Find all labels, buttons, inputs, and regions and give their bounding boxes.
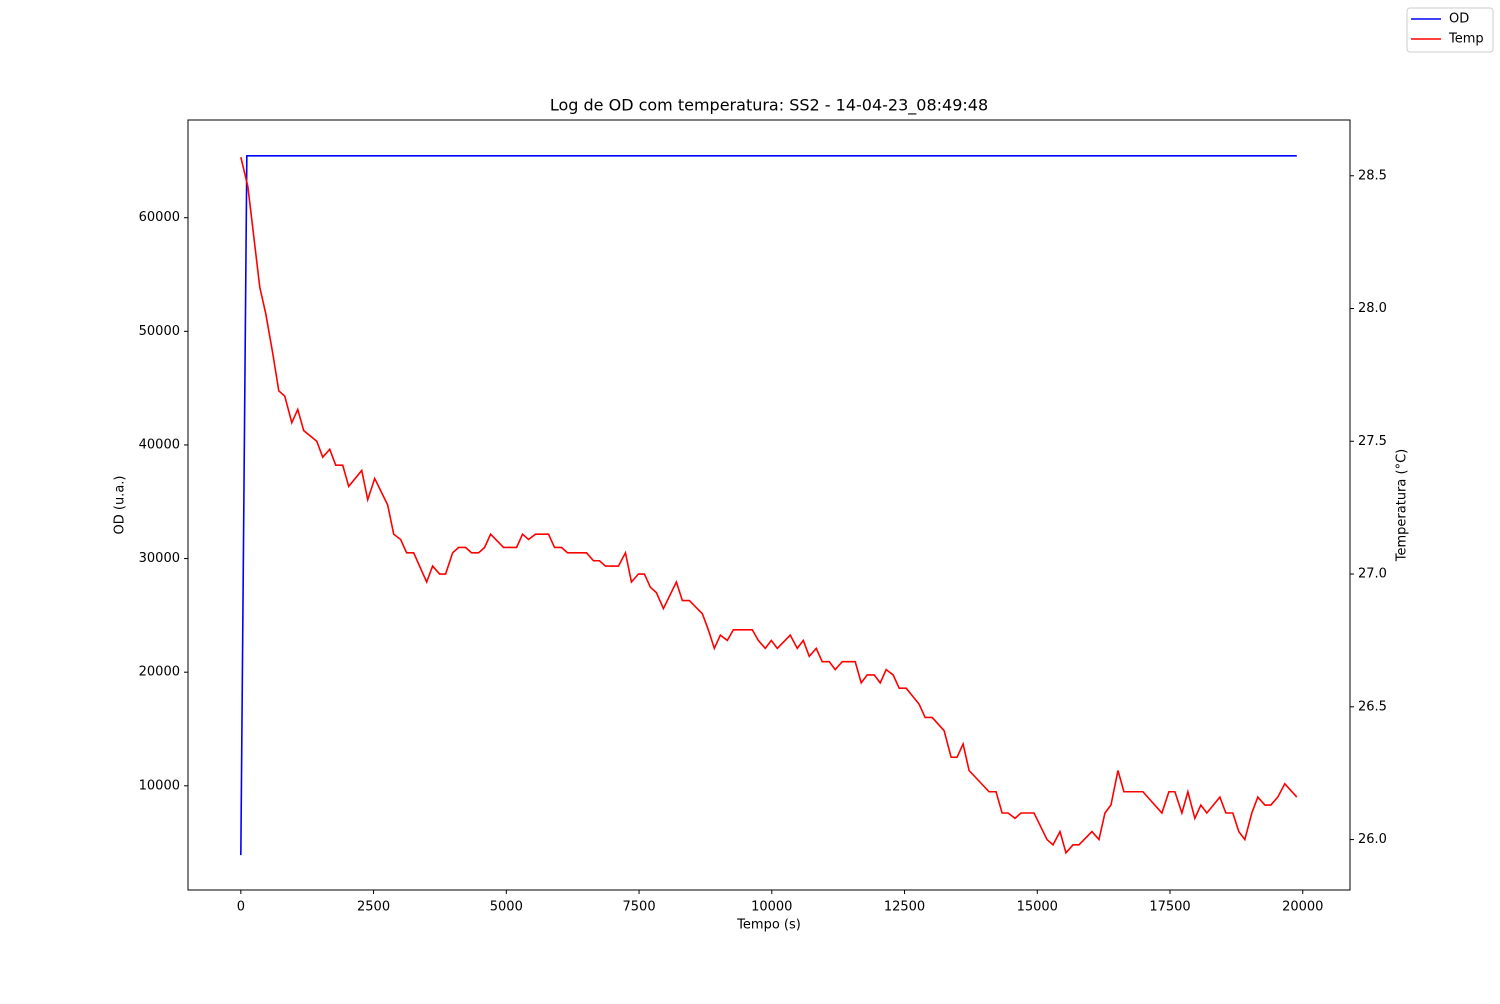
y-tick-label: 60000 — [139, 210, 180, 225]
y-tick-label: 10000 — [139, 778, 180, 793]
y2-tick-label: 26.5 — [1358, 699, 1387, 714]
x-tick-label: 0 — [237, 900, 245, 915]
x-tick-label: 12500 — [884, 900, 925, 915]
y-tick-label: 20000 — [139, 665, 180, 680]
series-line — [240, 156, 1298, 855]
x-tick-label: 15000 — [1017, 900, 1058, 915]
y-tick-label: 30000 — [139, 551, 180, 566]
legend-label: Temp — [1448, 32, 1484, 47]
y2-axis-label: Temperatura (°C) — [1395, 449, 1410, 562]
legend-label: OD — [1449, 12, 1469, 27]
y2-tick-label: 28.0 — [1358, 301, 1387, 316]
x-tick-label: 7500 — [623, 900, 656, 915]
x-tick-label: 17500 — [1149, 900, 1190, 915]
x-tick-label: 2500 — [357, 900, 390, 915]
x-tick-label: 10000 — [751, 900, 792, 915]
plot-frame — [187, 119, 1351, 891]
x-tick-label: 5000 — [490, 900, 523, 915]
y2-tick-label: 26.0 — [1358, 832, 1387, 847]
y2-tick-label: 28.5 — [1358, 168, 1387, 183]
x-axis-label: Tempo (s) — [736, 918, 801, 933]
y-axis-label: OD (u.a.) — [113, 476, 128, 535]
y-tick-label: 50000 — [139, 324, 180, 339]
y2-tick-label: 27.5 — [1358, 434, 1387, 449]
chart-title: Log de OD com temperatura: SS2 - 14-04-2… — [550, 96, 988, 116]
series-line — [240, 154, 1297, 856]
x-tick-label: 20000 — [1282, 900, 1323, 915]
y-tick-label: 40000 — [139, 437, 180, 452]
y2-tick-label: 27.0 — [1358, 567, 1387, 582]
